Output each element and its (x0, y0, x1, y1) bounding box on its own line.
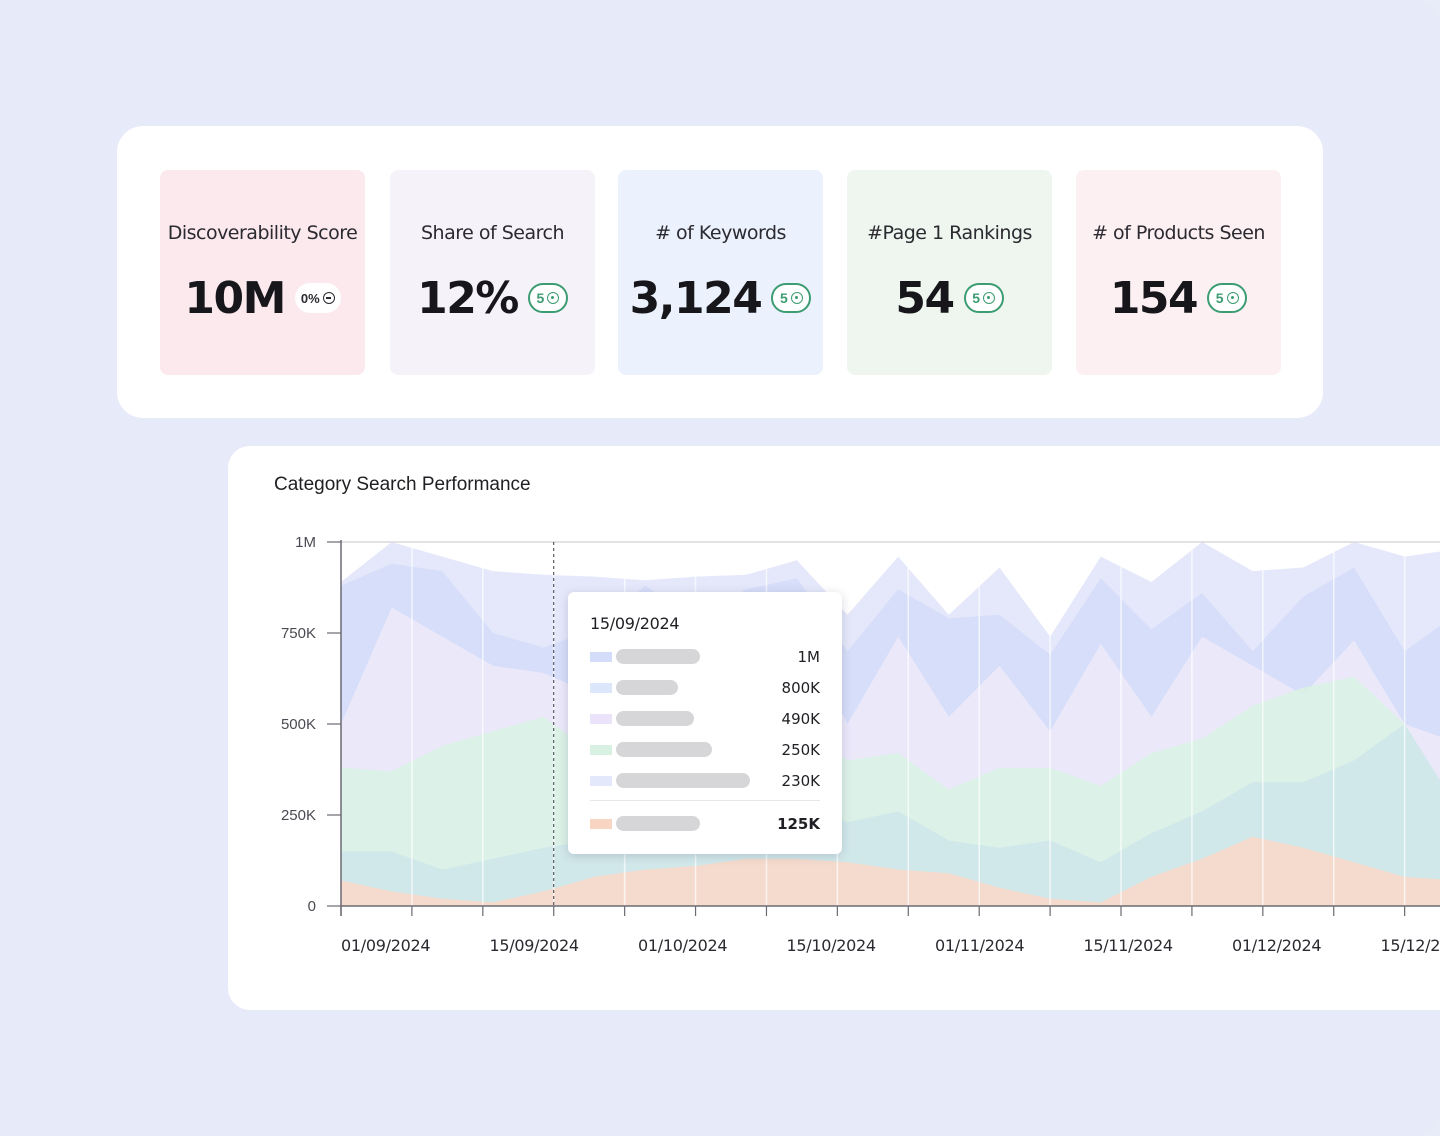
y-tick-label: 500K (281, 716, 316, 733)
change-badge: 0% (294, 283, 341, 313)
legend-swatch (590, 652, 612, 662)
kpi-label: Discoverability Score (167, 222, 358, 244)
x-tick-label: 15/09/2024 (490, 936, 579, 955)
tooltip-value: 250K (781, 741, 820, 759)
tooltip-date: 15/09/2024 (590, 614, 680, 633)
y-tick-label: 750K (281, 625, 316, 642)
tooltip-total-row: 125K (590, 814, 820, 834)
up-circle-icon (983, 292, 995, 304)
series-name-placeholder (616, 742, 712, 757)
kpi-value: 3,124 (629, 272, 763, 324)
up-circle-icon (547, 292, 560, 304)
legend-swatch (590, 683, 612, 693)
kpi-label: Share of Search (421, 222, 565, 244)
tooltip-value: 230K (781, 772, 820, 790)
tooltip-value: 490K (781, 710, 820, 728)
kpi-label: # of Products Seen (1092, 222, 1265, 244)
legend-swatch (590, 819, 612, 829)
change-badge-text: 5 (779, 290, 788, 306)
legend-swatch (590, 745, 612, 755)
series-name-placeholder (616, 649, 700, 664)
change-badge: 5 (963, 283, 1004, 313)
kpi-card-products-seen[interactable]: # of Products Seen 154 5 (1076, 170, 1281, 375)
kpi-value: 154 (1109, 272, 1199, 324)
change-badge: 5 (771, 283, 812, 313)
kpi-card-share-of-search[interactable]: Share of Search 12% 5 (390, 170, 595, 375)
area-series-5 (341, 724, 1440, 906)
kpi-card-keywords[interactable]: # of Keywords 3,124 5 (618, 170, 823, 375)
up-circle-icon (790, 292, 803, 304)
series-name-placeholder (616, 680, 678, 695)
x-tick-label: 15/12/2024 (1381, 936, 1440, 955)
series-name-placeholder (616, 773, 750, 788)
legend-swatch (590, 714, 612, 724)
series-name-placeholder (616, 816, 700, 831)
y-tick-label: 1M (295, 534, 316, 551)
y-tick-label: 0 (308, 898, 316, 915)
change-badge: 5 (1207, 283, 1248, 313)
area-series-6 (341, 836, 1440, 906)
x-tick-label: 01/11/2024 (935, 936, 1024, 955)
y-tick-label: 250K (281, 807, 316, 824)
chart-tooltip: 15/09/2024 1M 800K 490K 250K 230K (568, 592, 842, 854)
chart-panel: Category Search Performance 0 250K 500K 750… (228, 446, 1440, 1010)
change-badge-text: 5 (972, 290, 980, 306)
x-tick-label: 15/10/2024 (787, 936, 876, 955)
tooltip-row: 800K (590, 678, 820, 698)
x-tick-label: 15/11/2024 (1084, 936, 1173, 955)
tooltip-row: 1M (590, 647, 820, 667)
tooltip-value: 1M (797, 648, 821, 666)
tooltip-row: 230K (590, 771, 820, 791)
tooltip-row: 490K (590, 709, 820, 729)
tooltip-divider (590, 800, 820, 801)
change-badge-text: 0% (300, 290, 320, 306)
kpi-value: 12% (417, 272, 519, 324)
series-name-placeholder (616, 711, 694, 726)
tooltip-row: 250K (590, 740, 820, 760)
kpi-panel: Discoverability Score 10M 0% Share of Se… (117, 126, 1323, 418)
tooltip-value: 800K (781, 679, 820, 697)
kpi-label: #Page 1 Rankings (867, 222, 1032, 244)
up-circle-icon (1226, 292, 1239, 304)
kpi-value: 54 (895, 272, 955, 324)
change-badge-text: 5 (1215, 290, 1224, 306)
chart-title: Category Search Performance (274, 474, 531, 495)
minus-circle-icon (322, 292, 335, 304)
x-tick-label: 01/12/2024 (1232, 936, 1321, 955)
kpi-card-page1-rankings[interactable]: #Page 1 Rankings 54 5 (847, 170, 1052, 375)
legend-swatch (590, 776, 612, 786)
change-badge-text: 5 (536, 290, 545, 306)
kpi-value: 10M (184, 272, 286, 324)
tooltip-total-value: 125K (777, 815, 820, 833)
x-tick-label: 01/09/2024 (341, 936, 430, 955)
change-badge: 5 (527, 283, 568, 313)
kpi-card-discoverability[interactable]: Discoverability Score 10M 0% (160, 170, 365, 375)
kpi-label: # of Keywords (655, 222, 786, 244)
x-tick-label: 01/10/2024 (638, 936, 727, 955)
